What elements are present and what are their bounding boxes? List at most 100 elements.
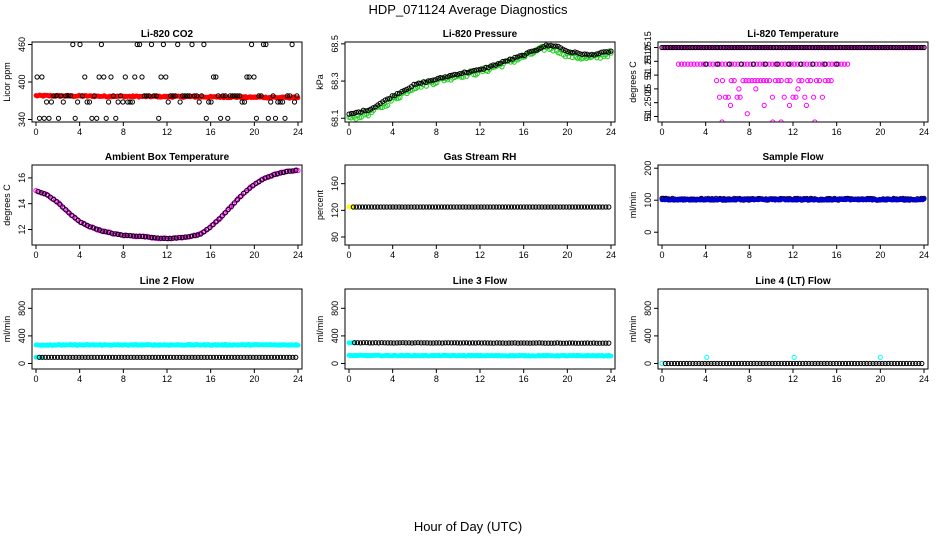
data-point [810, 61, 816, 67]
data-point [745, 44, 752, 51]
data-point [487, 204, 493, 210]
data-point [457, 204, 463, 210]
data-point [581, 204, 588, 210]
data-point [829, 44, 835, 51]
data-point [66, 210, 72, 216]
x-tick-label: 20 [562, 127, 572, 137]
data-point [161, 235, 167, 241]
data-point [227, 93, 233, 99]
data-point [894, 360, 901, 367]
y-tick-label: 400 [17, 328, 27, 343]
data-point [110, 354, 116, 360]
data-point [128, 354, 134, 360]
data-point [194, 93, 200, 99]
data-point [821, 44, 827, 51]
data-point [34, 74, 40, 80]
data-point [574, 50, 580, 56]
y-axis-label: ml/min [628, 316, 638, 343]
data-point [122, 74, 128, 80]
data-point [687, 360, 693, 367]
data-point [394, 340, 400, 346]
data-point [870, 360, 876, 367]
data-point [550, 43, 556, 49]
data-point [591, 204, 597, 210]
x-tick-label: 12 [475, 250, 485, 260]
data-point [412, 340, 418, 346]
data-point [871, 44, 877, 51]
data-point [834, 61, 840, 67]
x-tick-label: 4 [703, 374, 708, 384]
data-point [760, 61, 766, 67]
data-point [262, 175, 268, 181]
data-point [754, 61, 760, 67]
data-point [507, 56, 513, 62]
data-point [809, 360, 815, 367]
data-point [64, 354, 70, 360]
data-point [857, 44, 863, 51]
data-point [818, 44, 824, 51]
data-point [562, 47, 568, 54]
data-point [372, 204, 378, 210]
data-point [198, 354, 204, 360]
x-tick-label: 8 [747, 127, 752, 137]
data-point [787, 78, 793, 84]
data-point [765, 44, 771, 51]
data-point [743, 78, 749, 84]
data-point [63, 93, 69, 99]
data-point [858, 360, 864, 367]
data-point [86, 99, 93, 105]
data-point [362, 204, 369, 210]
data-point [753, 86, 759, 92]
data-point [393, 204, 399, 210]
data-point [253, 115, 259, 121]
data-point [376, 340, 382, 346]
x-tick-label: 24 [293, 250, 303, 260]
data-point [682, 61, 688, 67]
data-point [821, 360, 827, 367]
data-point [877, 354, 883, 360]
x-tick-label: 8 [434, 127, 439, 137]
data-point [235, 354, 241, 360]
data-point [791, 354, 797, 360]
data-point [225, 206, 231, 212]
data-point [290, 354, 296, 360]
data-point [125, 354, 131, 360]
x-tick-label: 8 [121, 250, 126, 260]
data-point [449, 72, 455, 78]
data-point [709, 44, 715, 51]
data-point [415, 340, 421, 346]
data-point [82, 74, 88, 80]
panel-title: Ambient Box Temperature [105, 152, 230, 163]
data-point [401, 87, 407, 93]
data-point [572, 204, 579, 210]
data-point [265, 115, 271, 121]
data-point [512, 340, 518, 346]
data-point [597, 340, 603, 346]
y-tick-label: 25 [643, 84, 653, 94]
data-point [136, 233, 142, 239]
data-point [437, 75, 443, 81]
data-point [726, 360, 733, 367]
data-point [370, 105, 376, 111]
data-point [277, 99, 283, 105]
data-point [88, 354, 94, 360]
data-point [384, 96, 391, 102]
data-point [754, 360, 760, 367]
panel-title: Line 4 (LT) Flow [755, 276, 831, 287]
data-point [109, 230, 115, 236]
data-point [256, 354, 262, 360]
panel-title: Sample Flow [762, 152, 823, 163]
data-point [588, 340, 594, 346]
data-point [356, 109, 362, 115]
data-point [921, 44, 927, 51]
data-point [132, 74, 138, 80]
data-point [433, 340, 439, 346]
data-point [832, 44, 838, 51]
data-point [153, 93, 159, 99]
y-tick-label: 51.2510 [643, 45, 653, 78]
plot-frame [657, 288, 929, 370]
data-point [177, 99, 183, 105]
data-point [775, 78, 781, 84]
data-point [565, 48, 571, 55]
data-point [873, 360, 879, 367]
